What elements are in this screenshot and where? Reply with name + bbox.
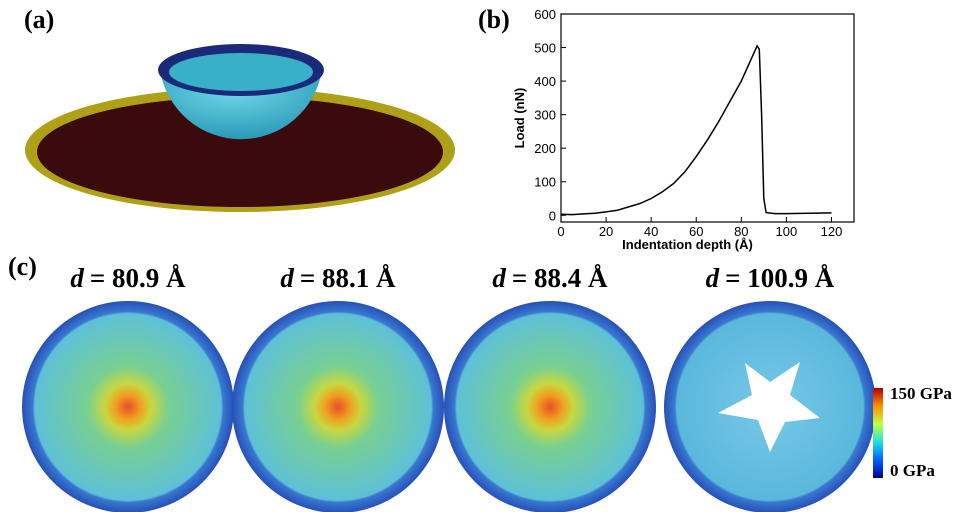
figure: (a) (b) (c) 150 GPa 0 GPa d= 80.9 Åd= 88… xyxy=(0,0,968,512)
x-tick-label: 0 xyxy=(557,224,564,239)
value: = 88.4 Å xyxy=(512,263,608,293)
variable: d xyxy=(280,263,294,293)
y-axis-label: Load (nN) xyxy=(512,88,527,149)
load-curve xyxy=(561,46,832,215)
x-tick-label: 100 xyxy=(776,224,798,239)
colorbar xyxy=(873,388,883,478)
panel-label: (c) xyxy=(8,252,37,281)
snapshot-label: d= 80.9 Å xyxy=(70,263,186,293)
stress-map xyxy=(232,301,444,512)
y-tick-label: 200 xyxy=(534,141,556,156)
value: = 88.1 Å xyxy=(300,263,396,293)
y-tick-label: 400 xyxy=(534,74,556,89)
snapshot-label: d= 100.9 Å xyxy=(706,263,835,293)
value: = 100.9 Å xyxy=(725,263,835,293)
snapshot-label: d= 88.4 Å xyxy=(492,263,608,293)
value: = 80.9 Å xyxy=(90,263,186,293)
x-tick-label: 120 xyxy=(821,224,843,239)
y-tick-label: 100 xyxy=(534,175,556,190)
y-tick-label: 600 xyxy=(534,7,556,22)
variable: d xyxy=(706,263,720,293)
snapshot-label: d= 88.1 Å xyxy=(280,263,396,293)
x-axis-label: Indentation depth (Å) xyxy=(622,237,753,252)
y-tick-label: 300 xyxy=(534,108,556,123)
variable: d xyxy=(70,263,84,293)
y-tick-label: 500 xyxy=(534,41,556,56)
indenter-inner xyxy=(169,53,313,91)
variable: d xyxy=(492,263,506,293)
panel-label: (b) xyxy=(478,5,510,34)
y-tick-label: 0 xyxy=(549,208,556,223)
stress-map xyxy=(22,301,234,512)
stress-map xyxy=(444,301,656,512)
x-tick-label: 20 xyxy=(599,224,613,239)
colorbar-label: 150 GPa xyxy=(890,384,952,403)
panel-label: (a) xyxy=(24,5,54,34)
colorbar-label: 0 GPa xyxy=(890,461,935,480)
plot-frame xyxy=(561,14,854,222)
